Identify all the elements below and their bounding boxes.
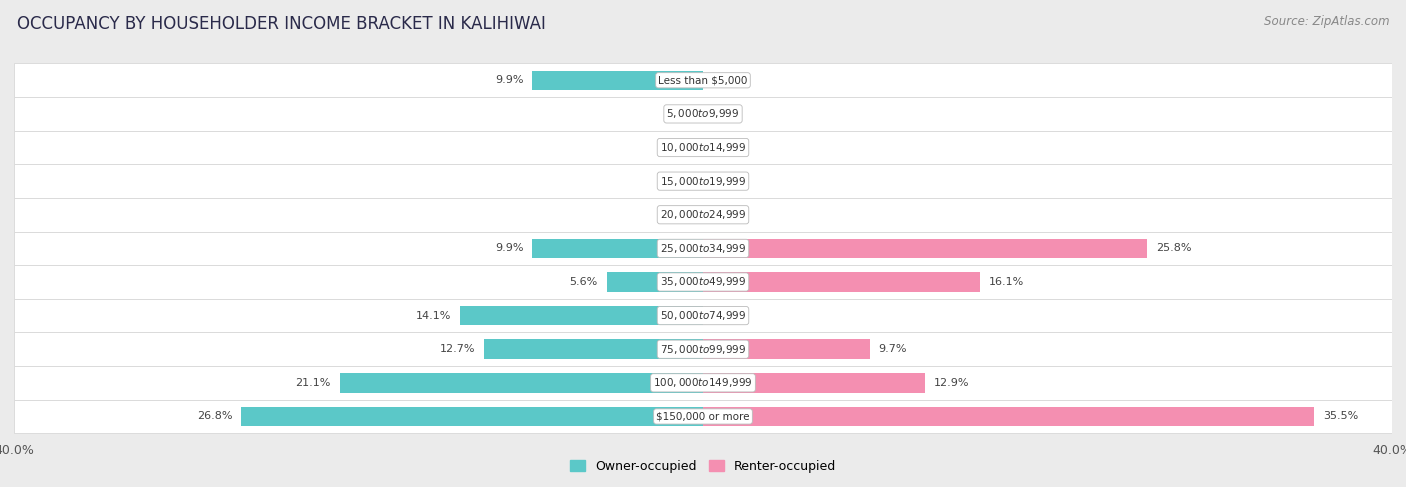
Text: $35,000 to $49,999: $35,000 to $49,999: [659, 276, 747, 288]
Text: Less than $5,000: Less than $5,000: [658, 75, 748, 85]
Text: 0.0%: 0.0%: [711, 210, 740, 220]
Text: 12.9%: 12.9%: [934, 378, 969, 388]
Text: 5.6%: 5.6%: [569, 277, 598, 287]
Text: $150,000 or more: $150,000 or more: [657, 412, 749, 421]
Text: OCCUPANCY BY HOUSEHOLDER INCOME BRACKET IN KALIHIWAI: OCCUPANCY BY HOUSEHOLDER INCOME BRACKET …: [17, 15, 546, 33]
Text: 9.7%: 9.7%: [879, 344, 907, 354]
Bar: [14, 333, 1392, 366]
Text: 0.0%: 0.0%: [666, 143, 695, 152]
Text: $10,000 to $14,999: $10,000 to $14,999: [659, 141, 747, 154]
Text: 21.1%: 21.1%: [295, 378, 330, 388]
Text: $15,000 to $19,999: $15,000 to $19,999: [659, 175, 747, 187]
Text: 35.5%: 35.5%: [1323, 412, 1358, 421]
Bar: [14, 299, 1392, 333]
Text: 25.8%: 25.8%: [1156, 244, 1191, 253]
Text: 12.7%: 12.7%: [440, 344, 475, 354]
Bar: [703, 272, 980, 292]
Text: $5,000 to $9,999: $5,000 to $9,999: [666, 108, 740, 120]
Text: 0.0%: 0.0%: [666, 109, 695, 119]
Text: $75,000 to $99,999: $75,000 to $99,999: [659, 343, 747, 356]
Text: $20,000 to $24,999: $20,000 to $24,999: [659, 208, 747, 221]
Text: Source: ZipAtlas.com: Source: ZipAtlas.com: [1264, 15, 1389, 28]
Bar: [533, 239, 703, 258]
Text: 9.9%: 9.9%: [495, 244, 524, 253]
Bar: [533, 71, 703, 90]
Text: 26.8%: 26.8%: [197, 412, 233, 421]
Bar: [14, 198, 1392, 231]
Legend: Owner-occupied, Renter-occupied: Owner-occupied, Renter-occupied: [565, 455, 841, 478]
Bar: [703, 373, 925, 393]
Bar: [484, 339, 703, 359]
Text: 0.0%: 0.0%: [711, 143, 740, 152]
Text: 0.0%: 0.0%: [711, 176, 740, 186]
Bar: [703, 407, 1315, 426]
Bar: [703, 339, 870, 359]
Bar: [14, 97, 1392, 131]
Text: 0.0%: 0.0%: [666, 176, 695, 186]
Bar: [14, 400, 1392, 433]
Bar: [14, 164, 1392, 198]
Bar: [340, 373, 703, 393]
Text: $100,000 to $149,999: $100,000 to $149,999: [654, 376, 752, 389]
Bar: [460, 306, 703, 325]
Text: 0.0%: 0.0%: [711, 75, 740, 85]
Text: 16.1%: 16.1%: [988, 277, 1024, 287]
Bar: [14, 231, 1392, 265]
Bar: [14, 265, 1392, 299]
Text: $25,000 to $34,999: $25,000 to $34,999: [659, 242, 747, 255]
Bar: [14, 366, 1392, 400]
Text: 9.9%: 9.9%: [495, 75, 524, 85]
Text: 0.0%: 0.0%: [711, 109, 740, 119]
Bar: [14, 63, 1392, 97]
Bar: [606, 272, 703, 292]
Bar: [703, 239, 1147, 258]
Text: $50,000 to $74,999: $50,000 to $74,999: [659, 309, 747, 322]
Text: 0.0%: 0.0%: [666, 210, 695, 220]
Bar: [14, 131, 1392, 164]
Bar: [242, 407, 703, 426]
Text: 14.1%: 14.1%: [416, 311, 451, 320]
Text: 0.0%: 0.0%: [711, 311, 740, 320]
